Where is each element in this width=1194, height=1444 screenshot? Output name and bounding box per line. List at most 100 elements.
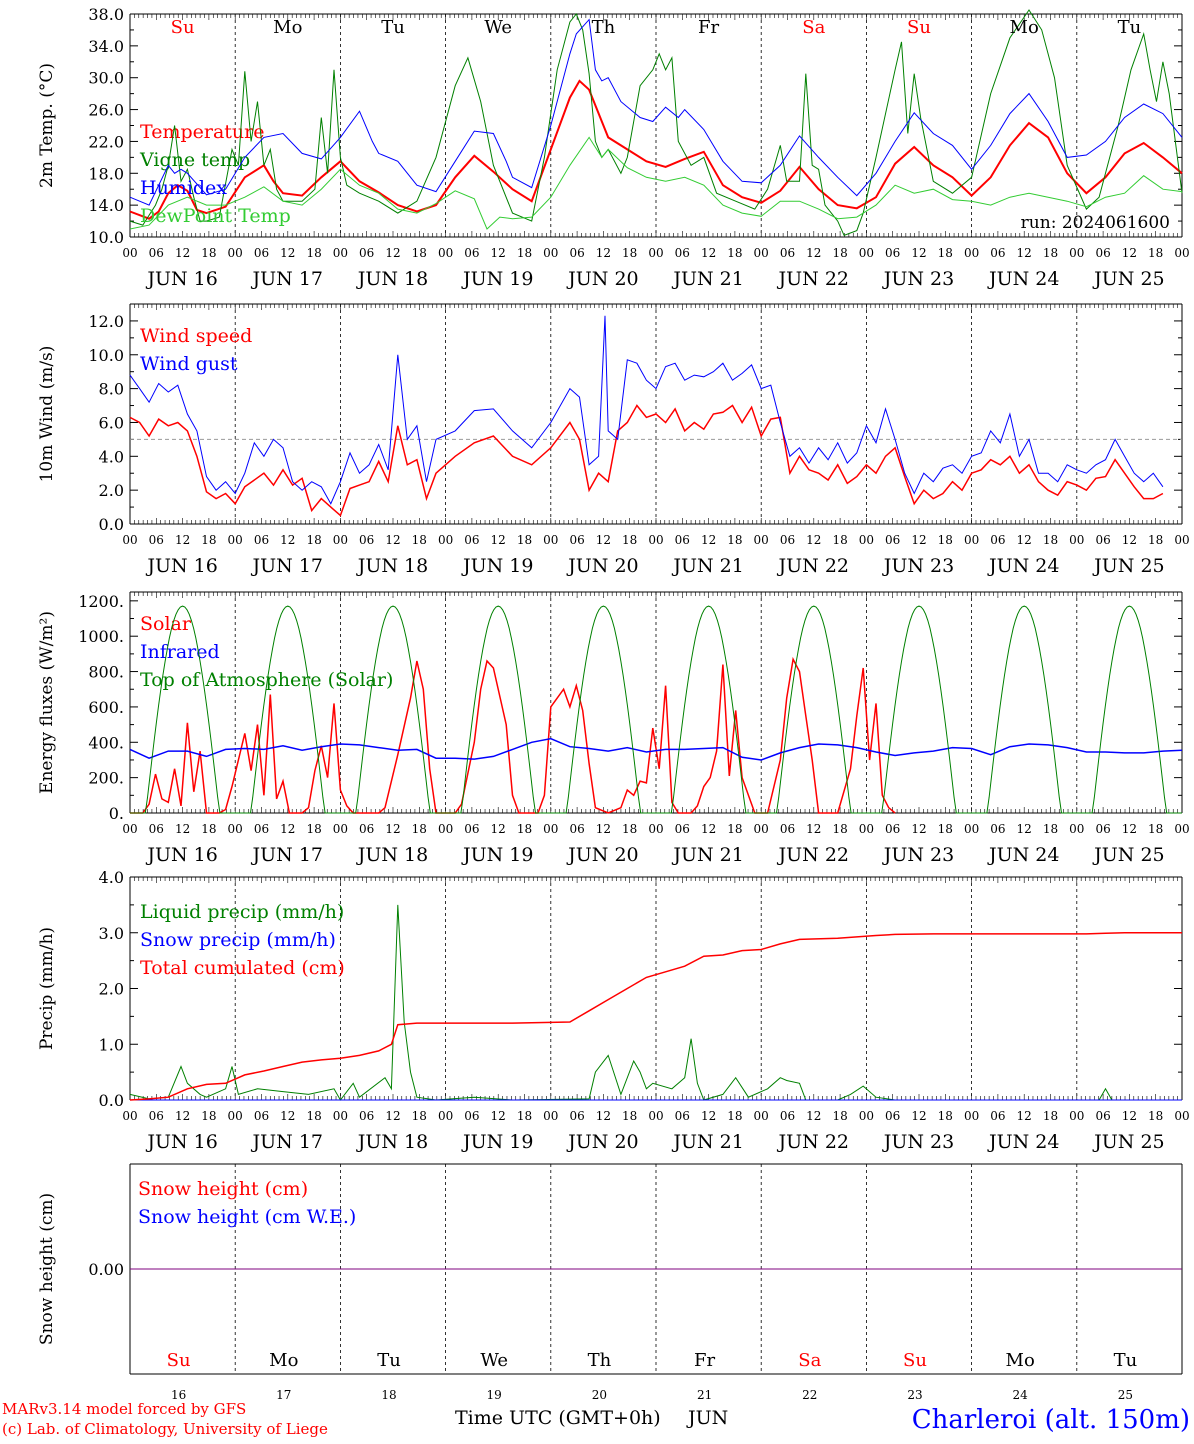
- x-hour-tick-label: 18: [622, 533, 637, 547]
- x-hour-tick-label: 18: [832, 1109, 847, 1123]
- x-date-label: JUN 20: [566, 268, 638, 290]
- series-line-dewpoint-temp: [129, 136, 1183, 230]
- x-hour-tick-label: 18: [1148, 822, 1163, 836]
- x-hour-tick-label: 18: [1043, 822, 1058, 836]
- y-tick-label: 400.: [88, 733, 124, 752]
- x-hour-tick-label: 06: [359, 1109, 374, 1123]
- x-hour-tick-label: 18: [1148, 1109, 1163, 1123]
- x-hour-tick-label: 06: [780, 533, 795, 547]
- x-hour-tick-label: 00: [438, 822, 453, 836]
- x-hour-tick-label: 12: [1122, 533, 1137, 547]
- day-number-label: 19: [487, 1388, 502, 1402]
- x-hour-tick-label: 00: [1174, 533, 1189, 547]
- weekday-label: Th: [588, 1350, 612, 1371]
- x-hour-tick-label: 12: [1122, 246, 1137, 260]
- weekday-label: Tu: [381, 17, 405, 38]
- x-hour-tick-label: 12: [596, 533, 611, 547]
- x-hour-tick-label: 18: [727, 1109, 742, 1123]
- x-date-label: JUN 24: [987, 555, 1059, 577]
- x-hour-tick-label: 12: [596, 246, 611, 260]
- weekday-label: Sa: [798, 1350, 821, 1371]
- x-date-label: JUN 19: [461, 268, 533, 290]
- x-hour-tick-label: 00: [543, 533, 558, 547]
- y-axis-label: 2m Temp. (°C): [37, 63, 57, 188]
- x-hour-tick-label: 06: [464, 533, 479, 547]
- y-tick-label: 34.0: [88, 37, 124, 56]
- x-hour-tick-label: 18: [727, 533, 742, 547]
- x-hour-tick-label: 18: [201, 822, 216, 836]
- series-line-vigne-temp: [129, 9, 1183, 237]
- x-hour-tick-label: 00: [964, 533, 979, 547]
- x-hour-tick-label: 06: [149, 533, 164, 547]
- x-date-label: JUN 18: [356, 555, 428, 577]
- x-hour-tick-label: 18: [201, 246, 216, 260]
- x-hour-tick-label: 00: [122, 1109, 137, 1123]
- x-hour-tick-label: 06: [569, 1109, 584, 1123]
- x-hour-tick-label: 12: [280, 1109, 295, 1123]
- x-date-label: JUN 16: [145, 555, 217, 577]
- x-hour-tick-label: 06: [149, 246, 164, 260]
- legend-entry: Total cumulated (cm): [140, 957, 345, 979]
- weekday-label: Mo: [273, 17, 302, 38]
- x-hour-tick-label: 06: [254, 533, 269, 547]
- x-hour-tick-label: 00: [333, 1109, 348, 1123]
- legend-entry: Humidex: [140, 177, 227, 199]
- x-hour-tick-label: 06: [359, 822, 374, 836]
- x-hour-tick-label: 06: [990, 533, 1005, 547]
- x-hour-tick-label: 12: [1017, 533, 1032, 547]
- y-tick-label: 26.0: [88, 101, 124, 120]
- x-date-label: JUN 25: [1092, 844, 1164, 866]
- x-hour-tick-label: 06: [1095, 1109, 1110, 1123]
- x-date-label: JUN 25: [1092, 268, 1164, 290]
- x-date-label: JUN 19: [461, 844, 533, 866]
- x-hour-tick-label: 06: [254, 246, 269, 260]
- x-hour-tick-label: 18: [201, 533, 216, 547]
- legend-entry: Solar: [140, 613, 192, 635]
- x-hour-tick-label: 18: [622, 246, 637, 260]
- x-hour-tick-label: 18: [938, 533, 953, 547]
- x-hour-tick-label: 00: [228, 822, 243, 836]
- y-tick-label: 2.0: [99, 481, 124, 500]
- x-hour-tick-label: 00: [1174, 246, 1189, 260]
- x-hour-tick-label: 18: [727, 822, 742, 836]
- y-axis-label: 10m Wind (m/s): [37, 346, 57, 483]
- x-hour-tick-label: 12: [385, 246, 400, 260]
- x-hour-tick-label: 06: [149, 822, 164, 836]
- y-axis-label: Snow height (cm): [37, 1193, 57, 1345]
- x-hour-tick-label: 06: [254, 1109, 269, 1123]
- x-date-label: JUN 24: [987, 1131, 1059, 1153]
- series-line-wind-gust: [129, 315, 1164, 505]
- x-date-label: JUN 20: [566, 555, 638, 577]
- x-date-label: JUN 20: [566, 1131, 638, 1153]
- x-hour-tick-label: 12: [491, 533, 506, 547]
- weekday-label: Su: [903, 1350, 927, 1371]
- series-line-temperature: [129, 79, 1183, 220]
- x-date-label: JUN 22: [777, 844, 849, 866]
- weekday-label: Fr: [698, 17, 719, 38]
- x-hour-tick-label: 12: [806, 1109, 821, 1123]
- x-hour-tick-label: 00: [1069, 533, 1084, 547]
- x-hour-tick-label: 00: [333, 246, 348, 260]
- station-label: Charleroi (alt. 150m): [912, 1405, 1190, 1435]
- x-date-label: JUN 24: [987, 268, 1059, 290]
- y-tick-label: 14.0: [88, 196, 124, 215]
- x-hour-tick-label: 12: [491, 822, 506, 836]
- x-hour-tick-label: 06: [359, 533, 374, 547]
- x-hour-tick-label: 18: [517, 1109, 532, 1123]
- x-hour-tick-label: 06: [359, 246, 374, 260]
- x-date-label: JUN 21: [671, 1131, 743, 1153]
- x-hour-tick-label: 06: [569, 822, 584, 836]
- weekday-label: Su: [907, 17, 931, 38]
- x-date-label: JUN 25: [1092, 555, 1164, 577]
- x-hour-tick-label: 06: [780, 1109, 795, 1123]
- x-hour-tick-label: 06: [254, 822, 269, 836]
- y-tick-label: 1000.: [78, 627, 124, 646]
- x-hour-tick-label: 00: [228, 1109, 243, 1123]
- x-hour-tick-label: 12: [175, 246, 190, 260]
- day-number-label: 20: [592, 1388, 607, 1402]
- month-label: JUN: [686, 1407, 728, 1429]
- x-hour-tick-label: 00: [1069, 1109, 1084, 1123]
- lab-credit: (c) Lab. of Climatology, University of L…: [2, 1420, 328, 1438]
